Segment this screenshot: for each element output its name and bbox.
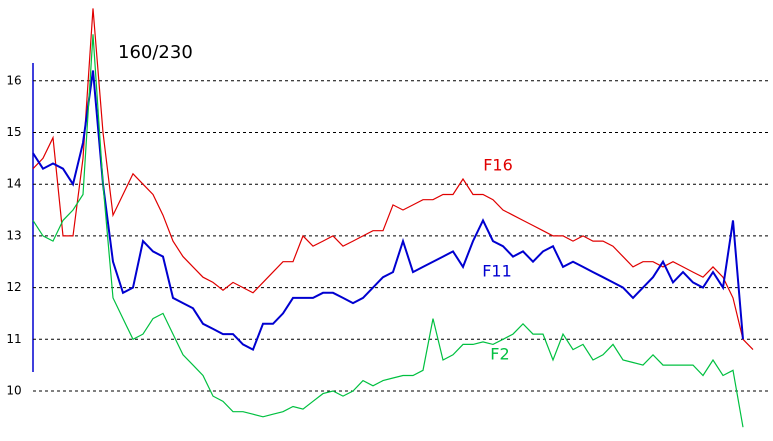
y-tick-label: 10 [6, 383, 21, 397]
y-tick-label: 15 [6, 125, 21, 139]
y-tick-label: 11 [6, 332, 21, 346]
y-tick-label: 14 [6, 177, 21, 191]
chart-title: 160/230 [118, 42, 193, 63]
y-tick-label: 12 [6, 280, 21, 294]
series-line [32, 70, 744, 352]
y-tick-label: 16 [6, 73, 21, 87]
series-label: F11 [482, 262, 512, 281]
y-tick-label: 13 [6, 228, 21, 242]
series-label: F2 [490, 345, 509, 364]
series-line [32, 34, 744, 428]
series-line [32, 8, 754, 351]
series-label: F16 [483, 156, 513, 175]
